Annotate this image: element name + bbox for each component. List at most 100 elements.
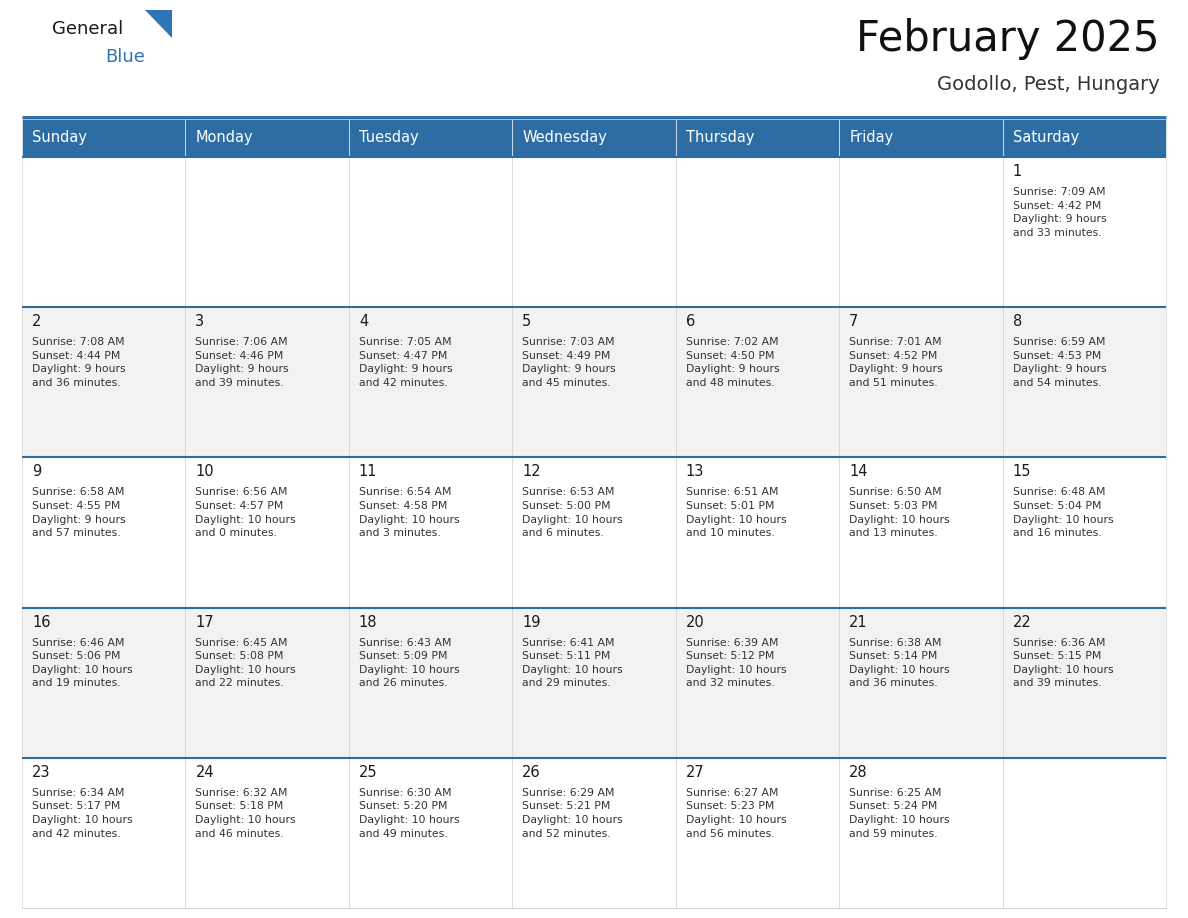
Text: Sunrise: 6:58 AM
Sunset: 4:55 PM
Daylight: 9 hours
and 57 minutes.: Sunrise: 6:58 AM Sunset: 4:55 PM Dayligh… <box>32 487 126 538</box>
Bar <box>839 119 1003 157</box>
Text: 2: 2 <box>32 314 42 330</box>
Bar <box>23 308 185 457</box>
Bar <box>23 119 185 157</box>
Bar <box>185 608 349 757</box>
Text: 24: 24 <box>196 765 214 779</box>
Bar <box>512 608 676 757</box>
Text: Sunrise: 7:01 AM
Sunset: 4:52 PM
Daylight: 9 hours
and 51 minutes.: Sunrise: 7:01 AM Sunset: 4:52 PM Dayligh… <box>849 337 943 388</box>
Bar <box>185 308 349 457</box>
Bar <box>23 157 185 308</box>
Text: 20: 20 <box>685 614 704 630</box>
Text: 18: 18 <box>359 614 378 630</box>
Bar <box>1003 757 1165 908</box>
Text: 28: 28 <box>849 765 867 779</box>
Text: 22: 22 <box>1012 614 1031 630</box>
Text: Sunrise: 6:53 AM
Sunset: 5:00 PM
Daylight: 10 hours
and 6 minutes.: Sunrise: 6:53 AM Sunset: 5:00 PM Dayligh… <box>523 487 623 538</box>
Text: 11: 11 <box>359 465 378 479</box>
Bar <box>512 757 676 908</box>
Polygon shape <box>145 10 172 38</box>
Text: 19: 19 <box>523 614 541 630</box>
Text: Wednesday: Wednesday <box>523 130 607 145</box>
Bar <box>185 757 349 908</box>
Text: 5: 5 <box>523 314 531 330</box>
Text: 6: 6 <box>685 314 695 330</box>
Bar <box>349 308 512 457</box>
Bar <box>512 119 676 157</box>
Bar <box>512 157 676 308</box>
Bar <box>185 119 349 157</box>
Text: Sunrise: 7:08 AM
Sunset: 4:44 PM
Daylight: 9 hours
and 36 minutes.: Sunrise: 7:08 AM Sunset: 4:44 PM Dayligh… <box>32 337 126 388</box>
Text: General: General <box>52 20 124 38</box>
Text: 4: 4 <box>359 314 368 330</box>
Bar <box>349 119 512 157</box>
Text: 27: 27 <box>685 765 704 779</box>
Text: 12: 12 <box>523 465 541 479</box>
Text: 7: 7 <box>849 314 859 330</box>
Text: 8: 8 <box>1012 314 1022 330</box>
Text: Sunrise: 6:41 AM
Sunset: 5:11 PM
Daylight: 10 hours
and 29 minutes.: Sunrise: 6:41 AM Sunset: 5:11 PM Dayligh… <box>523 638 623 688</box>
Text: 17: 17 <box>196 614 214 630</box>
Text: Blue: Blue <box>105 48 145 66</box>
Text: Sunrise: 6:54 AM
Sunset: 4:58 PM
Daylight: 10 hours
and 3 minutes.: Sunrise: 6:54 AM Sunset: 4:58 PM Dayligh… <box>359 487 460 538</box>
Bar <box>349 457 512 608</box>
Text: Sunrise: 7:02 AM
Sunset: 4:50 PM
Daylight: 9 hours
and 48 minutes.: Sunrise: 7:02 AM Sunset: 4:50 PM Dayligh… <box>685 337 779 388</box>
Text: 21: 21 <box>849 614 867 630</box>
Bar <box>349 757 512 908</box>
Bar <box>23 457 185 608</box>
Bar <box>512 457 676 608</box>
Text: Sunrise: 6:30 AM
Sunset: 5:20 PM
Daylight: 10 hours
and 49 minutes.: Sunrise: 6:30 AM Sunset: 5:20 PM Dayligh… <box>359 788 460 839</box>
Text: Sunrise: 7:03 AM
Sunset: 4:49 PM
Daylight: 9 hours
and 45 minutes.: Sunrise: 7:03 AM Sunset: 4:49 PM Dayligh… <box>523 337 615 388</box>
Bar <box>23 757 185 908</box>
Text: Sunrise: 6:38 AM
Sunset: 5:14 PM
Daylight: 10 hours
and 36 minutes.: Sunrise: 6:38 AM Sunset: 5:14 PM Dayligh… <box>849 638 949 688</box>
Text: Godollo, Pest, Hungary: Godollo, Pest, Hungary <box>937 75 1159 94</box>
Text: 9: 9 <box>32 465 42 479</box>
Text: Sunrise: 6:59 AM
Sunset: 4:53 PM
Daylight: 9 hours
and 54 minutes.: Sunrise: 6:59 AM Sunset: 4:53 PM Dayligh… <box>1012 337 1106 388</box>
Text: Sunrise: 6:32 AM
Sunset: 5:18 PM
Daylight: 10 hours
and 46 minutes.: Sunrise: 6:32 AM Sunset: 5:18 PM Dayligh… <box>196 788 296 839</box>
Bar <box>349 608 512 757</box>
Bar <box>512 308 676 457</box>
Text: Tuesday: Tuesday <box>359 130 418 145</box>
Text: Friday: Friday <box>849 130 893 145</box>
Text: 26: 26 <box>523 765 541 779</box>
Text: Sunrise: 6:51 AM
Sunset: 5:01 PM
Daylight: 10 hours
and 10 minutes.: Sunrise: 6:51 AM Sunset: 5:01 PM Dayligh… <box>685 487 786 538</box>
Text: Sunrise: 6:27 AM
Sunset: 5:23 PM
Daylight: 10 hours
and 56 minutes.: Sunrise: 6:27 AM Sunset: 5:23 PM Dayligh… <box>685 788 786 839</box>
Bar <box>676 608 839 757</box>
Text: Sunrise: 6:48 AM
Sunset: 5:04 PM
Daylight: 10 hours
and 16 minutes.: Sunrise: 6:48 AM Sunset: 5:04 PM Dayligh… <box>1012 487 1113 538</box>
Text: 23: 23 <box>32 765 51 779</box>
Bar <box>839 608 1003 757</box>
Text: Sunrise: 6:46 AM
Sunset: 5:06 PM
Daylight: 10 hours
and 19 minutes.: Sunrise: 6:46 AM Sunset: 5:06 PM Dayligh… <box>32 638 133 688</box>
Text: Monday: Monday <box>196 130 253 145</box>
Text: 1: 1 <box>1012 164 1022 179</box>
Bar <box>185 457 349 608</box>
Bar <box>185 157 349 308</box>
Bar <box>676 119 839 157</box>
Text: Thursday: Thursday <box>685 130 754 145</box>
Bar <box>676 457 839 608</box>
Bar <box>23 608 185 757</box>
Bar <box>1003 157 1165 308</box>
Text: Sunrise: 7:05 AM
Sunset: 4:47 PM
Daylight: 9 hours
and 42 minutes.: Sunrise: 7:05 AM Sunset: 4:47 PM Dayligh… <box>359 337 453 388</box>
Text: Sunrise: 6:43 AM
Sunset: 5:09 PM
Daylight: 10 hours
and 26 minutes.: Sunrise: 6:43 AM Sunset: 5:09 PM Dayligh… <box>359 638 460 688</box>
Text: 14: 14 <box>849 465 867 479</box>
Text: 3: 3 <box>196 314 204 330</box>
Bar <box>839 757 1003 908</box>
Bar <box>1003 608 1165 757</box>
Bar <box>839 157 1003 308</box>
Bar <box>1003 119 1165 157</box>
Text: Sunday: Sunday <box>32 130 87 145</box>
Text: Sunrise: 6:25 AM
Sunset: 5:24 PM
Daylight: 10 hours
and 59 minutes.: Sunrise: 6:25 AM Sunset: 5:24 PM Dayligh… <box>849 788 949 839</box>
Text: 10: 10 <box>196 465 214 479</box>
Text: Sunrise: 7:06 AM
Sunset: 4:46 PM
Daylight: 9 hours
and 39 minutes.: Sunrise: 7:06 AM Sunset: 4:46 PM Dayligh… <box>196 337 289 388</box>
Bar <box>676 157 839 308</box>
Bar <box>1003 308 1165 457</box>
Text: 25: 25 <box>359 765 378 779</box>
Text: Sunrise: 6:50 AM
Sunset: 5:03 PM
Daylight: 10 hours
and 13 minutes.: Sunrise: 6:50 AM Sunset: 5:03 PM Dayligh… <box>849 487 949 538</box>
Text: Sunrise: 6:56 AM
Sunset: 4:57 PM
Daylight: 10 hours
and 0 minutes.: Sunrise: 6:56 AM Sunset: 4:57 PM Dayligh… <box>196 487 296 538</box>
Text: 16: 16 <box>32 614 51 630</box>
Text: Sunrise: 6:39 AM
Sunset: 5:12 PM
Daylight: 10 hours
and 32 minutes.: Sunrise: 6:39 AM Sunset: 5:12 PM Dayligh… <box>685 638 786 688</box>
Bar <box>349 157 512 308</box>
Bar <box>676 757 839 908</box>
Bar <box>839 457 1003 608</box>
Bar <box>839 308 1003 457</box>
Bar <box>676 308 839 457</box>
